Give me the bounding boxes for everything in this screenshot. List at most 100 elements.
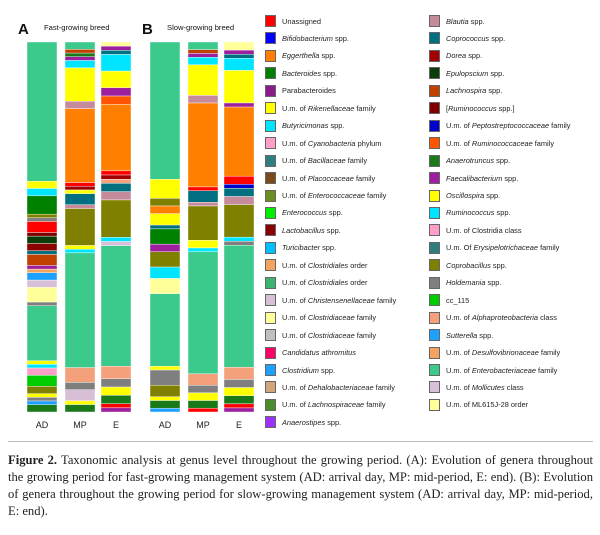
legend-item: Unassigned: [265, 14, 321, 28]
legend-swatch: [265, 15, 276, 27]
legend-swatch: [265, 102, 276, 115]
legend-label: Bacteroides spp.: [282, 68, 338, 78]
legend-item: U.m. of Ruminococcaceae family: [429, 136, 554, 150]
legend-swatch: [265, 154, 276, 167]
caption-text: Taxonomic analysis at genus level throug…: [8, 453, 593, 518]
legend-label: [Ruminococcus spp.]: [446, 103, 515, 113]
caption-label: Figure 2.: [8, 453, 58, 467]
legend-swatch: [265, 398, 276, 411]
bar-segment: [64, 208, 96, 246]
legend-label: U.m. of Mollicutes class: [446, 382, 524, 392]
legend: Unassigned Bifidobacterium spp. Eggerthell…: [265, 14, 570, 429]
legend-label: Ruminococcus spp.: [446, 208, 511, 218]
legend-swatch: [265, 84, 276, 97]
legend-swatch: [429, 381, 440, 394]
legend-label: cc_115: [446, 295, 470, 305]
legend-label: U.m. of Enterobacteriaceae family: [446, 365, 558, 375]
legend-swatch: [429, 259, 440, 272]
legend-swatch: [265, 416, 276, 429]
legend-label: Anaerostipes spp.: [282, 417, 342, 427]
x-tick-label: MP: [196, 420, 210, 430]
legend-item: Holdemania spp.: [429, 276, 501, 290]
legend-item: U.m. of Clostridiales order: [265, 276, 367, 290]
legend-label: U.m. of Lachnospiraceae family: [282, 400, 386, 410]
legend-label: Bifidobacterium spp.: [282, 33, 349, 43]
x-tick-label: MP: [73, 420, 87, 430]
legend-swatch: [429, 32, 440, 45]
legend-swatch: [265, 346, 276, 359]
legend-item: Parabacteroides: [265, 84, 336, 98]
legend-item: Sutterella spp.: [429, 328, 493, 342]
legend-item: Faecalibacterium spp.: [429, 171, 518, 185]
bar-segment: [64, 252, 96, 368]
x-tick-label: E: [113, 420, 119, 430]
legend-item: U.m. of Clostridiaceae family: [265, 328, 376, 342]
legend-swatch: [265, 137, 276, 150]
legend-item: Lachnospira spp.: [429, 84, 502, 98]
legend-item: U.m. Of Erysipelotrichaceae family: [429, 241, 559, 255]
legend-item: U.m. of Enterococcaceae family: [265, 189, 386, 203]
legend-swatch: [265, 224, 276, 237]
legend-item: U.m. of Mollicutes class: [429, 380, 524, 394]
legend-swatch: [265, 259, 276, 272]
legend-swatch: [265, 189, 276, 202]
bar-segment: [223, 407, 255, 413]
legend-swatch: [265, 119, 276, 132]
legend-label: U.m. Of Erysipelotrichaceae family: [446, 243, 560, 253]
legend-label: Blautia spp.: [446, 16, 485, 26]
legend-label: Dorea spp.: [446, 51, 483, 61]
legend-item: Anaerotruncus spp.: [429, 154, 510, 168]
legend-item: U.m. of Rikenellaceae family: [265, 101, 376, 115]
legend-swatch: [429, 154, 440, 167]
legend-item: Blautia spp.: [429, 14, 485, 28]
bar-segment: [223, 245, 255, 368]
bar-segment: [26, 404, 58, 413]
legend-swatch: [265, 311, 276, 324]
bar-segment: [100, 199, 132, 238]
legend-swatch: [429, 119, 440, 132]
legend-swatch: [429, 49, 440, 62]
legend-label: U.m. of ML615J-28 order: [446, 400, 529, 410]
legend-item: Coprobacillus spp.: [429, 258, 507, 272]
legend-swatch: [429, 329, 440, 342]
legend-label: Butyricimonas spp.: [282, 121, 345, 131]
bar-segment: [187, 407, 219, 413]
legend-item: [Ruminococcus spp.]: [429, 101, 515, 115]
legend-swatch: [429, 172, 440, 185]
bar-segment: [149, 41, 181, 180]
legend-swatch: [265, 172, 276, 185]
legend-label: U.m. of Clostridiales order: [282, 278, 368, 288]
legend-item: U.m. of Placoccaceae family: [265, 171, 375, 185]
legend-swatch: [265, 364, 276, 376]
legend-label: Candidatus athromitus: [282, 348, 356, 358]
legend-label: Unassigned: [282, 16, 322, 26]
legend-swatch: [265, 67, 276, 80]
legend-label: Clostridium spp.: [282, 365, 335, 375]
legend-label: Faecalibacterium spp.: [446, 173, 519, 183]
legend-label: Oscillospira spp.: [446, 191, 501, 200]
panel-title: Fast-growing breed: [44, 23, 109, 32]
legend-swatch: [265, 206, 276, 219]
legend-swatch: [429, 15, 440, 27]
legend-item: U.m. of Clostridiaceae family: [265, 311, 376, 325]
legend-item: Epulopscium spp.: [429, 66, 504, 80]
legend-item: Bifidobacterium spp.: [265, 31, 349, 45]
legend-swatch: [429, 398, 440, 411]
legend-item: U.m. of Cyanobacteria phylum: [265, 136, 381, 150]
legend-label: U.m. of Enterococcaceae family: [282, 191, 387, 200]
panel-title: Slow-growing breed: [167, 23, 234, 32]
legend-swatch: [265, 49, 276, 62]
legend-item: U.m. of Clostridia class: [429, 223, 522, 237]
legend-item: Candidatus athromitus: [265, 346, 356, 360]
legend-item: Eggerthella spp.: [265, 49, 335, 63]
panel-label: A: [18, 21, 29, 38]
legend-label: Holdemania spp.: [446, 278, 502, 288]
legend-swatch: [429, 311, 440, 324]
legend-label: Coprococcus spp.: [446, 33, 506, 43]
legend-label: Coprobacillus spp.: [446, 260, 507, 270]
legend-label: U.m. of Desulfovibrionaceae family: [446, 348, 561, 358]
legend-label: U.m. of Clostridia class: [446, 225, 522, 235]
legend-label: U.m. of Clostridiales order: [282, 260, 368, 270]
legend-swatch: [429, 276, 440, 289]
legend-label: U.m. of Bacillaceae family: [282, 156, 368, 166]
